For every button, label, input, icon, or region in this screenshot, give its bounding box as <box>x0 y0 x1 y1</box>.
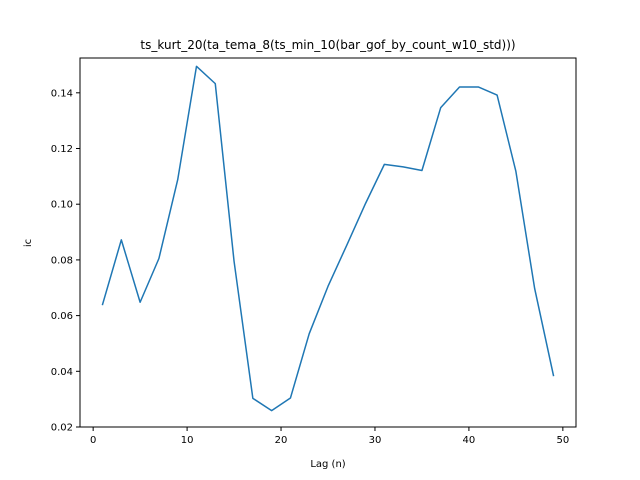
x-tick-label: 10 <box>181 435 194 446</box>
y-tick-label: 0.08 <box>51 255 73 266</box>
x-tick-label: 30 <box>369 435 382 446</box>
y-tick-label: 0.10 <box>51 200 73 211</box>
y-axis: 0.02 0.04 0.06 0.08 0.10 0.12 0.14 <box>51 88 80 434</box>
chart-title: ts_kurt_20(ta_tema_8(ts_min_10(bar_gof_b… <box>140 38 515 52</box>
x-tick-label: 40 <box>463 435 476 446</box>
series-line <box>101 65 555 412</box>
y-tick-label: 0.06 <box>51 311 73 322</box>
y-axis-label: ic <box>23 239 34 247</box>
plot-frame <box>79 57 577 428</box>
x-tick-label: 0 <box>90 435 96 446</box>
x-axis: 0 10 20 30 40 50 <box>90 427 569 446</box>
x-tick-label: 50 <box>556 435 569 446</box>
x-tick-label: 20 <box>275 435 288 446</box>
plot-area <box>101 65 555 412</box>
x-axis-label: Lag (n) <box>310 459 345 470</box>
y-tick-label: 0.02 <box>51 423 73 434</box>
y-tick-label: 0.12 <box>51 144 73 155</box>
y-tick-label: 0.04 <box>51 367 73 378</box>
y-tick-label: 0.14 <box>51 88 73 99</box>
